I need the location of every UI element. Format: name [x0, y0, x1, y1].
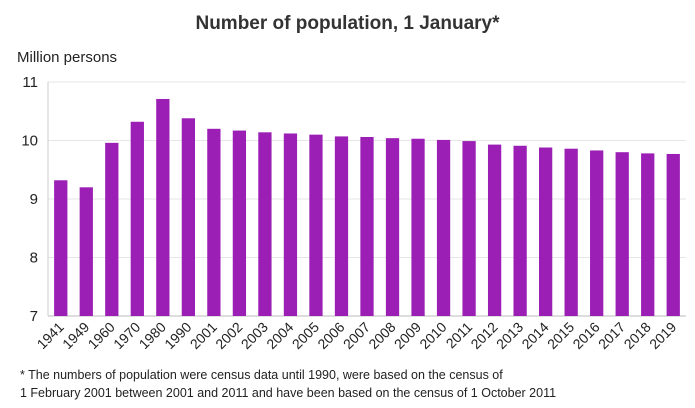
bar-2019	[666, 153, 680, 316]
x-tick-label: 2008	[365, 319, 398, 352]
bar-2014	[539, 147, 553, 316]
x-tick-label: 2005	[289, 319, 322, 352]
x-tick-label: 2011	[443, 319, 476, 352]
x-tick-label: 1980	[136, 319, 169, 352]
footnote-line-1: * The numbers of population were census …	[20, 368, 503, 382]
bar-2015	[564, 148, 578, 316]
chart-title: Number of population, 1 January*	[195, 13, 500, 34]
x-tick-label: 2007	[340, 319, 373, 352]
bar-1990	[181, 118, 195, 317]
x-tick-label: 1941	[34, 319, 67, 352]
bar-2006	[334, 136, 349, 316]
bar-2011	[462, 141, 476, 316]
footnote-line-2: 1 February 2001 between 2001 and 2011 an…	[20, 386, 557, 400]
x-tick-label: 1949	[59, 319, 92, 352]
bar-1941	[54, 180, 68, 316]
bar-1949	[79, 187, 93, 316]
bar-2013	[513, 145, 527, 316]
bar-2005	[309, 134, 323, 316]
y-tick-label: 8	[30, 250, 38, 267]
x-tick-label: 2014	[518, 319, 551, 352]
y-tick-label: 11	[22, 74, 38, 91]
x-tick-label: 2002	[212, 319, 245, 352]
y-tick-label: 7	[30, 308, 38, 325]
x-tick-label: 2001	[187, 319, 220, 352]
x-tick-label: 2003	[238, 319, 271, 352]
bar-2012	[487, 144, 502, 316]
bar-2017	[615, 152, 629, 316]
bar-2002	[232, 130, 247, 316]
y-tick-label: 9	[30, 191, 38, 208]
bar-2018	[641, 153, 655, 316]
x-tick-label: 2015	[544, 319, 577, 352]
bar-2007	[360, 136, 374, 316]
x-tick-label: 1970	[110, 319, 143, 352]
bar-2008	[385, 138, 400, 316]
bar-2001	[207, 128, 221, 316]
x-tick-label: 2013	[493, 319, 526, 352]
bar-2009	[411, 138, 425, 316]
bars	[54, 98, 680, 317]
y-axis-label: Million persons	[17, 49, 118, 66]
bar-2004	[283, 133, 298, 316]
bar-1960	[105, 142, 119, 316]
x-tick-label: 2006	[314, 319, 347, 352]
bar-1980	[156, 98, 170, 316]
x-tick-label: 2018	[620, 319, 653, 352]
bar-1970	[130, 121, 144, 316]
bar-2003	[258, 132, 272, 316]
x-tick-label: 2009	[391, 319, 424, 352]
footnote: * The numbers of population were census …	[20, 366, 556, 402]
x-tick-label: 2017	[595, 319, 628, 352]
y-tick-label: 10	[21, 133, 38, 150]
x-tick-label: 2004	[263, 319, 296, 352]
x-tick-label: 1960	[85, 319, 118, 352]
x-tick-label: 2010	[416, 319, 449, 352]
y-tick-labels: 7 8 9 10 11	[21, 74, 38, 325]
x-tick-label: 2016	[569, 319, 602, 352]
x-tick-labels: 1941194919601970198019902001200220032004…	[34, 319, 680, 352]
x-tick-label: 2012	[467, 319, 500, 352]
bar-2010	[436, 139, 451, 316]
x-tick-label: 1990	[161, 319, 194, 352]
bar-2016	[590, 150, 604, 316]
x-tick-label: 2019	[646, 319, 679, 352]
